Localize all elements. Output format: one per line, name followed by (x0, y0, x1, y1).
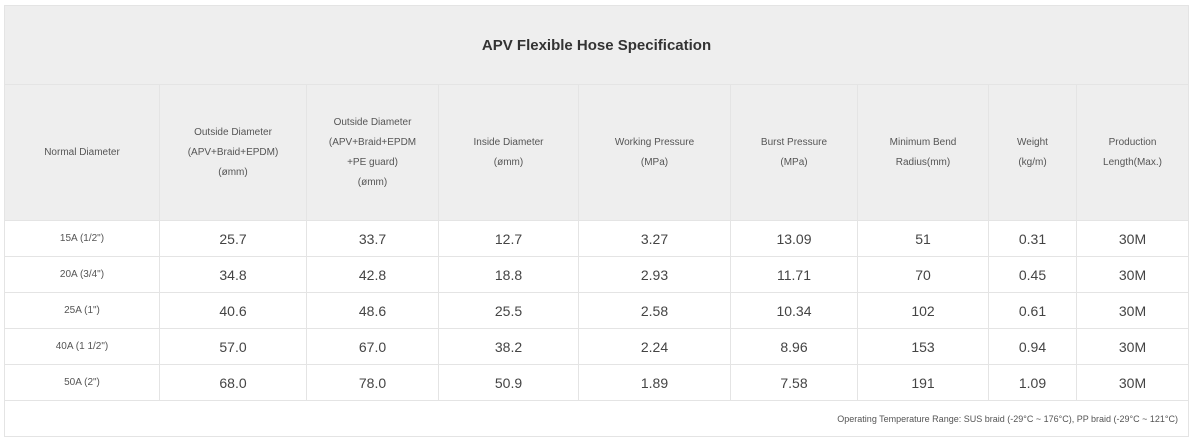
spec-table-container: APV Flexible Hose Specification Normal D… (3, 5, 1190, 437)
cell-outside-diameter: 25.7 (159, 220, 307, 257)
cell-min-bend-radius: 153 (857, 328, 989, 365)
cell-working-pressure: 1.89 (578, 364, 731, 401)
header-working-pressure: Working Pressure (MPa) (578, 84, 731, 221)
cell-normal-diameter: 25A (1") (4, 292, 160, 329)
cell-min-bend-radius: 191 (857, 364, 989, 401)
cell-normal-diameter: 15A (1/2") (4, 220, 160, 257)
title-row: APV Flexible Hose Specification (3, 5, 1190, 85)
cell-burst-pressure: 7.58 (730, 364, 858, 401)
cell-production-length: 30M (1075, 328, 1190, 365)
cell-production-length: 30M (1075, 256, 1190, 293)
cell-burst-pressure: 8.96 (730, 328, 858, 365)
header-min-bend-radius: Minimum Bend Radius(mm) (857, 84, 989, 221)
cell-weight: 0.45 (988, 256, 1077, 293)
cell-normal-diameter: 50A (2") (4, 364, 160, 401)
cell-burst-pressure: 11.71 (730, 256, 858, 293)
header-outside-diameter-pe: Outside Diameter (APV+Braid+EPDM +PE gua… (306, 84, 439, 221)
cell-normal-diameter: 20A (3/4") (4, 256, 160, 293)
header-inside-diameter: Inside Diameter (ømm) (438, 84, 579, 221)
table-row: 20A (3/4") 34.8 42.8 18.8 2.93 11.71 70 … (4, 256, 1190, 293)
header-outside-diameter: Outside Diameter (APV+Braid+EPDM) (ømm) (159, 84, 307, 221)
cell-working-pressure: 2.58 (578, 292, 731, 329)
cell-production-length: 30M (1075, 364, 1190, 401)
cell-production-length: 30M (1075, 220, 1190, 257)
cell-weight: 0.31 (988, 220, 1077, 257)
note-row: Operating Temperature Range: SUS braid (… (3, 400, 1190, 437)
cell-weight: 0.94 (988, 328, 1077, 365)
cell-inside-diameter: 12.7 (438, 220, 579, 257)
table-row: 15A (1/2") 25.7 33.7 12.7 3.27 13.09 51 … (4, 220, 1190, 257)
cell-outside-diameter-pe: 67.0 (306, 328, 439, 365)
cell-outside-diameter: 68.0 (159, 364, 307, 401)
cell-inside-diameter: 50.9 (438, 364, 579, 401)
table-row: 25A (1") 40.6 48.6 25.5 2.58 10.34 102 0… (4, 292, 1190, 329)
cell-inside-diameter: 38.2 (438, 328, 579, 365)
table-title: APV Flexible Hose Specification (3, 5, 1190, 85)
cell-min-bend-radius: 51 (857, 220, 989, 257)
cell-min-bend-radius: 70 (857, 256, 989, 293)
cell-outside-diameter-pe: 78.0 (306, 364, 439, 401)
header-row: Normal Diameter Outside Diameter (APV+Br… (4, 84, 1190, 221)
header-production-length: Production Length(Max.) (1075, 84, 1190, 221)
header-weight: Weight (kg/m) (988, 84, 1077, 221)
cell-min-bend-radius: 102 (857, 292, 989, 329)
cell-weight: 0.61 (988, 292, 1077, 329)
spec-table: APV Flexible Hose Specification Normal D… (3, 5, 1190, 437)
cell-working-pressure: 2.93 (578, 256, 731, 293)
table-row: 50A (2") 68.0 78.0 50.9 1.89 7.58 191 1.… (4, 364, 1190, 401)
cell-burst-pressure: 13.09 (730, 220, 858, 257)
cell-normal-diameter: 40A (1 1/2") (4, 328, 160, 365)
cell-outside-diameter: 34.8 (159, 256, 307, 293)
cell-outside-diameter-pe: 42.8 (306, 256, 439, 293)
cell-inside-diameter: 18.8 (438, 256, 579, 293)
cell-outside-diameter: 57.0 (159, 328, 307, 365)
cell-outside-diameter: 40.6 (159, 292, 307, 329)
temperature-note: Operating Temperature Range: SUS braid (… (3, 400, 1190, 437)
header-burst-pressure: Burst Pressure (MPa) (730, 84, 858, 221)
cell-burst-pressure: 10.34 (730, 292, 858, 329)
cell-working-pressure: 3.27 (578, 220, 731, 257)
header-normal-diameter: Normal Diameter (4, 84, 160, 221)
cell-working-pressure: 2.24 (578, 328, 731, 365)
cell-outside-diameter-pe: 33.7 (306, 220, 439, 257)
cell-outside-diameter-pe: 48.6 (306, 292, 439, 329)
cell-production-length: 30M (1075, 292, 1190, 329)
table-row: 40A (1 1/2") 57.0 67.0 38.2 2.24 8.96 15… (4, 328, 1190, 365)
cell-inside-diameter: 25.5 (438, 292, 579, 329)
cell-weight: 1.09 (988, 364, 1077, 401)
